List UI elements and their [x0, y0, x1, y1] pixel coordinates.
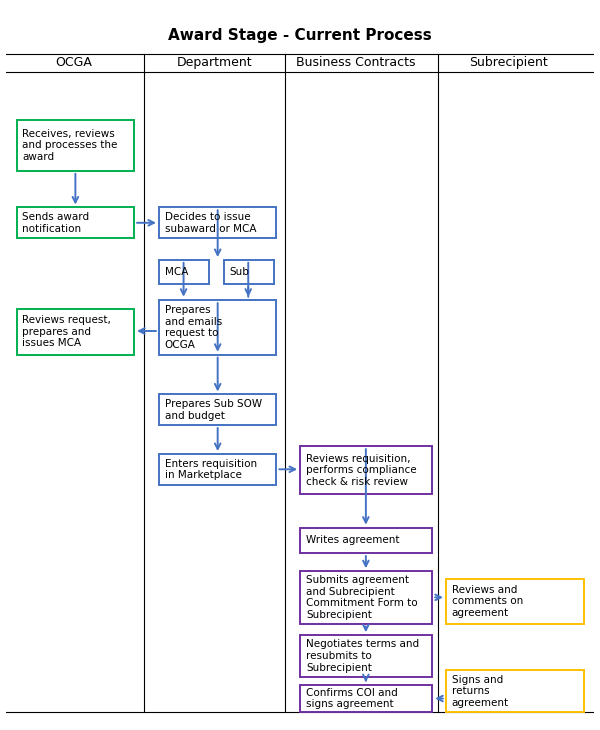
Text: Prepares Sub SOW
and budget: Prepares Sub SOW and budget — [165, 399, 262, 420]
Text: Writes agreement: Writes agreement — [306, 535, 400, 545]
Text: OCGA: OCGA — [55, 56, 92, 69]
FancyBboxPatch shape — [159, 300, 277, 355]
FancyBboxPatch shape — [300, 528, 432, 553]
Text: Enters requisition
in Marketplace: Enters requisition in Marketplace — [165, 458, 257, 480]
Text: Subrecipient: Subrecipient — [469, 56, 548, 69]
FancyBboxPatch shape — [17, 120, 134, 171]
Text: MCA: MCA — [165, 267, 188, 277]
Text: Submits agreement
and Subrecipient
Commitment Form to
Subrecipient: Submits agreement and Subrecipient Commi… — [306, 575, 418, 620]
Text: Reviews request,
prepares and
issues MCA: Reviews request, prepares and issues MCA — [22, 315, 112, 348]
Text: Award Stage - Current Process: Award Stage - Current Process — [168, 28, 432, 43]
FancyBboxPatch shape — [17, 309, 134, 355]
FancyBboxPatch shape — [159, 207, 277, 238]
FancyBboxPatch shape — [224, 260, 274, 284]
FancyBboxPatch shape — [300, 635, 432, 677]
Text: Negotiates terms and
resubmits to
Subrecipient: Negotiates terms and resubmits to Subrec… — [306, 639, 419, 672]
Text: Confirms COI and
signs agreement: Confirms COI and signs agreement — [306, 688, 398, 710]
FancyBboxPatch shape — [159, 394, 277, 425]
FancyBboxPatch shape — [300, 571, 432, 623]
Text: Reviews requisition,
performs compliance
check & risk review: Reviews requisition, performs compliance… — [306, 453, 416, 487]
Text: Prepares
and emails
request to
OCGA: Prepares and emails request to OCGA — [165, 305, 222, 350]
FancyBboxPatch shape — [159, 260, 209, 284]
FancyBboxPatch shape — [300, 446, 432, 494]
Text: Decides to issue
subaward or MCA: Decides to issue subaward or MCA — [165, 212, 256, 234]
FancyBboxPatch shape — [159, 454, 277, 485]
FancyBboxPatch shape — [17, 207, 134, 238]
Text: Reviews and
comments on
agreement: Reviews and comments on agreement — [452, 585, 523, 618]
Text: Business Contracts: Business Contracts — [296, 56, 416, 69]
FancyBboxPatch shape — [446, 670, 584, 712]
Text: Department: Department — [177, 56, 253, 69]
Text: Sub: Sub — [229, 267, 250, 277]
Text: Signs and
returns
agreement: Signs and returns agreement — [452, 675, 509, 708]
Text: Sends award
notification: Sends award notification — [22, 212, 89, 234]
Text: Receives, reviews
and processes the
award: Receives, reviews and processes the awar… — [22, 128, 118, 162]
FancyBboxPatch shape — [446, 579, 584, 623]
FancyBboxPatch shape — [300, 685, 432, 712]
